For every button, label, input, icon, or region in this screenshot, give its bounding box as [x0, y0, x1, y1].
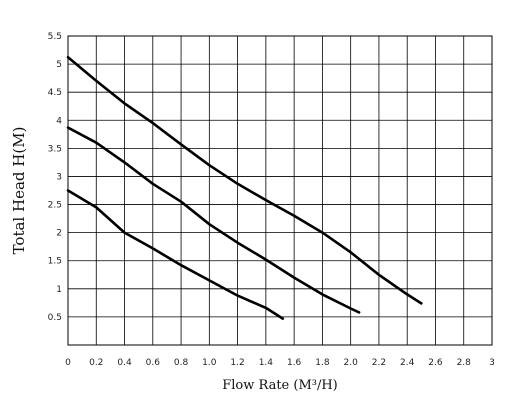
- x-tick-label: 1.6: [287, 358, 302, 368]
- y-tick-label: 3.5: [48, 144, 62, 154]
- x-tick-label: 1.2: [230, 358, 244, 368]
- pump-curve-2: [66, 126, 361, 314]
- plot-frame: [67, 35, 493, 346]
- y-tick-labels: 0.5 1 1.5 2 2.5 3 3.5 4 4.5 5 5.5: [48, 32, 63, 323]
- x-tick-label: 0.2: [89, 358, 103, 368]
- y-tick-label: 4.5: [48, 88, 62, 98]
- x-tick-label: 0.6: [146, 358, 161, 368]
- x-tick-label: 0.8: [174, 358, 189, 368]
- y-tick-label: 1.5: [48, 257, 62, 267]
- y-tick-label: 2.5: [48, 201, 62, 211]
- curves: [66, 55, 423, 320]
- x-tick-labels: 0 0.2 0.4 0.6 0.8 1.0 1.2 1.4 1.6 1.8 2.0 2.2 2.4 2.6…: [65, 358, 495, 368]
- y-tick-label: 3: [56, 172, 62, 182]
- x-tick-label: 2.0: [344, 358, 359, 368]
- x-tick-label: 2.8: [457, 358, 472, 368]
- y-tick-label: 5: [56, 60, 62, 70]
- x-tick-label: 1.4: [259, 358, 274, 368]
- x-tick-label: 0.4: [117, 358, 132, 368]
- x-axis-label: Flow Rate (M³/H): [222, 378, 338, 393]
- x-tick-label: 2.2: [372, 358, 386, 368]
- x-tick-label: 2.4: [400, 358, 415, 368]
- y-tick-label: 4: [56, 116, 62, 126]
- grid: [67, 35, 493, 345]
- y-tick-label: 5.5: [48, 32, 62, 42]
- y-tick-label: 2: [56, 229, 62, 239]
- pump-curve-1: [66, 189, 285, 320]
- pump-curve-3: [66, 55, 423, 305]
- x-tick-label: 2.6: [428, 358, 443, 368]
- x-tick-label: 1.0: [202, 358, 217, 368]
- x-tick-label: 1.8: [315, 358, 330, 368]
- y-axis-label: Total Head H(M): [10, 127, 28, 255]
- y-tick-label: 1: [56, 285, 62, 295]
- x-tick-label: 3: [489, 358, 495, 368]
- y-tick-label: 0.5: [48, 313, 62, 323]
- x-tick-label: 0: [65, 358, 71, 368]
